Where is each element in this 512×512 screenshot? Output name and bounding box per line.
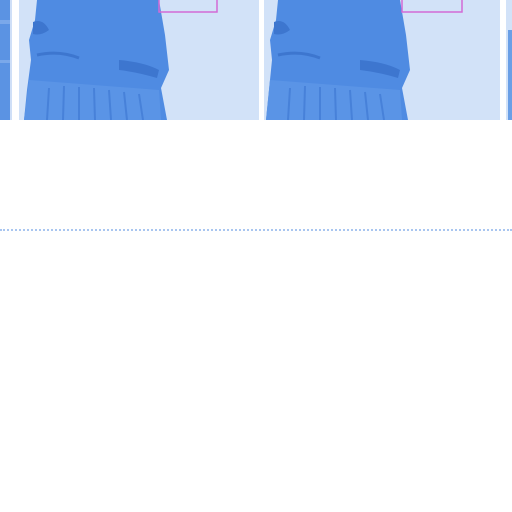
statue-photo-icon (19, 0, 259, 120)
section-divider (0, 229, 512, 231)
selection-box (158, 0, 218, 13)
photo-icon (0, 0, 12, 120)
empty-content-area (0, 236, 512, 512)
statue-photo-icon (264, 0, 500, 120)
thumbnail-strip (0, 0, 512, 120)
thumbnail-statue-1[interactable] (19, 0, 259, 120)
photo-icon (506, 0, 512, 120)
thumbnail-partial-left[interactable] (0, 0, 12, 120)
thumbnail-partial-right[interactable] (506, 0, 512, 120)
thumbnail-statue-2[interactable] (264, 0, 500, 120)
selection-box (401, 0, 463, 13)
